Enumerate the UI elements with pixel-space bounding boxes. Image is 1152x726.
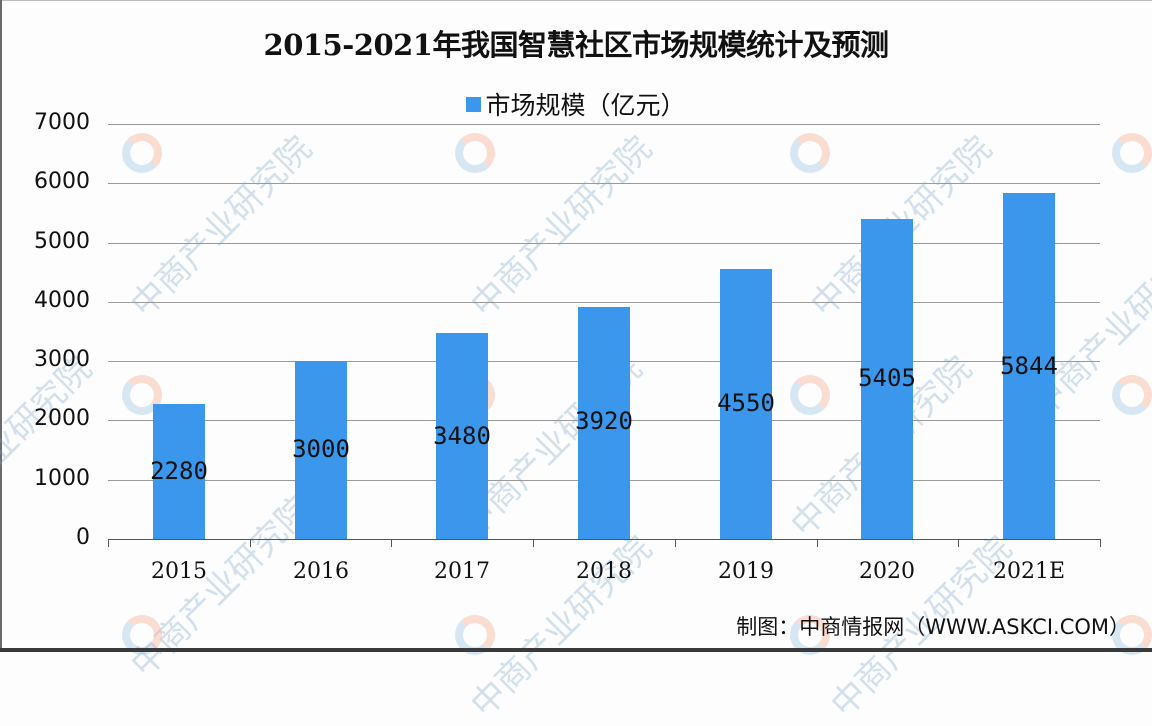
- bar-2016[interactable]: [295, 361, 347, 539]
- x-tick-label: 2017: [434, 559, 490, 584]
- frame-top-border: [0, 0, 1152, 1]
- x-axis-tick: [958, 539, 959, 547]
- x-tick-label: 2018: [576, 559, 632, 584]
- data-label: 3000: [292, 435, 350, 463]
- y-tick-label: 1000: [34, 466, 90, 491]
- chart-title: 2015-2021年我国智慧社区市场规模统计及预测: [263, 28, 889, 62]
- legend: 市场规模（亿元）: [0, 86, 1152, 122]
- legend-swatch-icon: [466, 96, 482, 112]
- data-label: 4550: [717, 389, 775, 417]
- x-tick-label: 2019: [718, 559, 774, 584]
- x-axis-tick: [250, 539, 251, 547]
- bar-2015[interactable]: [153, 404, 205, 539]
- y-tick-label: 5000: [34, 229, 90, 254]
- y-tick-label: 0: [76, 525, 90, 550]
- x-axis-tick: [391, 539, 392, 547]
- x-axis-tick: [1100, 539, 1101, 547]
- data-label: 3920: [575, 407, 633, 435]
- frame-bottom-border: [0, 648, 1152, 652]
- data-label: 5405: [858, 364, 916, 392]
- y-tick-label: 7000: [34, 110, 90, 135]
- x-axis-tick: [108, 539, 109, 547]
- bar-2021E[interactable]: [1003, 193, 1055, 539]
- data-label: 5844: [1000, 352, 1058, 380]
- bar-2019[interactable]: [720, 269, 772, 539]
- y-tick-label: 2000: [34, 406, 90, 431]
- x-tick-label: 2015: [151, 559, 207, 584]
- gridline: [108, 302, 1100, 303]
- gridline: [108, 183, 1100, 184]
- frame-left-border: [0, 0, 2, 652]
- x-axis-tick: [533, 539, 534, 547]
- bar-2017[interactable]: [436, 333, 488, 539]
- y-tick-label: 3000: [34, 347, 90, 372]
- x-axis-line: [108, 539, 1100, 540]
- plot-area: 0 1000 2000 3000 4000 5000 6000 7000 2280 2015 300…: [34, 110, 1101, 584]
- data-label: 3480: [433, 422, 491, 450]
- data-label: 2280: [150, 457, 208, 485]
- x-tick-label: 2020: [859, 559, 915, 584]
- x-tick-label: 2016: [293, 559, 349, 584]
- y-tick-label: 6000: [34, 169, 90, 194]
- gridline: [108, 243, 1100, 244]
- legend-label: 市场规模（亿元）: [485, 91, 686, 120]
- bar-2020[interactable]: [861, 219, 913, 539]
- gridline: [108, 124, 1100, 125]
- x-axis-tick: [675, 539, 676, 547]
- source-note: 制图：中商情报网（WWW.ASKCI.COM）: [736, 615, 1130, 639]
- bar-2018[interactable]: [578, 307, 630, 539]
- x-axis-tick: [817, 539, 818, 547]
- y-tick-label: 4000: [34, 288, 90, 313]
- x-tick-label: 2021E: [992, 559, 1066, 584]
